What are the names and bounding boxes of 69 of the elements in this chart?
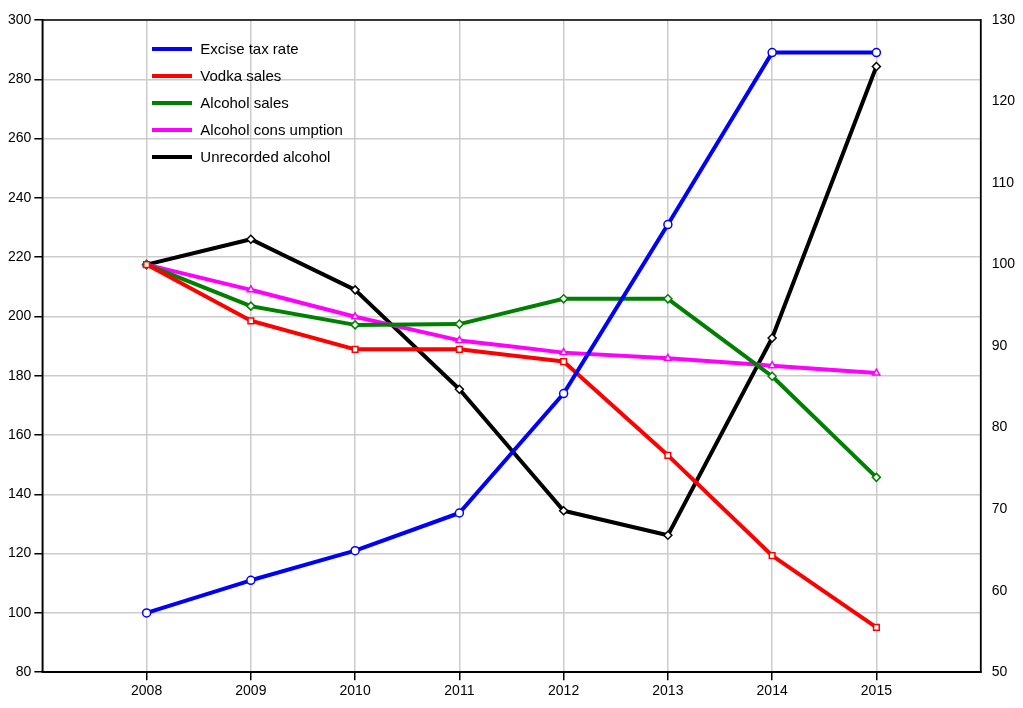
legend-label: Alcohol cons umption <box>200 121 343 138</box>
point <box>558 506 569 516</box>
legend-label: Excise tax rate <box>200 40 299 57</box>
y-tick-label: 180 <box>8 366 32 383</box>
point <box>871 61 882 72</box>
legend-label: Alcohol sales <box>200 94 289 111</box>
y2-tick-label: 130 <box>991 10 1016 27</box>
y2-tick-label: 60 <box>991 581 1008 598</box>
point <box>663 294 673 304</box>
point <box>350 285 360 295</box>
point <box>558 388 569 399</box>
y-tick-label: 160 <box>8 425 32 442</box>
point <box>663 530 673 540</box>
y-tick-label: 140 <box>8 485 32 502</box>
y-tick-label: 280 <box>8 70 32 87</box>
point <box>455 335 464 344</box>
y-tick-label: 200 <box>8 307 32 324</box>
point <box>663 353 673 362</box>
point <box>246 301 256 311</box>
x-tick-label: 2008 <box>131 682 163 699</box>
x-tick-label: 2010 <box>339 682 371 699</box>
x-tick-label: 2012 <box>548 682 580 699</box>
y-tick-label: 240 <box>8 188 32 205</box>
y2-tick-label: 80 <box>991 418 1008 435</box>
point <box>350 320 360 330</box>
x-tick-label: 2015 <box>860 682 893 699</box>
point <box>560 358 568 366</box>
point <box>558 294 569 304</box>
point <box>872 623 880 631</box>
point <box>246 234 256 245</box>
point <box>350 545 360 556</box>
x-tick-label: 2009 <box>235 682 267 699</box>
y2-tick-label: 120 <box>991 92 1016 109</box>
point <box>767 47 777 58</box>
point <box>246 575 256 586</box>
legend-label: Unrecorded alcohol <box>200 148 331 165</box>
legend-label: Vodka sales <box>200 67 282 84</box>
x-tick-label: 2013 <box>652 682 684 699</box>
y2-tick-label: 110 <box>991 173 1015 190</box>
point <box>871 472 882 483</box>
y2-tick-label: 50 <box>991 663 1008 680</box>
point <box>454 508 465 518</box>
point <box>351 345 359 353</box>
point <box>455 345 463 353</box>
y2-tick-label: 100 <box>991 255 1016 272</box>
point <box>141 608 152 618</box>
y2-tick-label: 70 <box>991 500 1008 517</box>
point <box>247 317 255 325</box>
y-tick-label: 80 <box>15 663 32 680</box>
point <box>767 333 777 343</box>
y-tick-label: 220 <box>8 248 32 265</box>
point <box>559 347 568 356</box>
y2-tick-label: 90 <box>991 336 1008 353</box>
y-tick-label: 260 <box>8 129 32 146</box>
point <box>767 360 777 369</box>
point <box>663 219 673 230</box>
point <box>454 384 465 395</box>
point <box>767 371 777 382</box>
x-tick-label: 2011 <box>444 682 475 699</box>
y-tick-label: 120 <box>8 544 32 561</box>
point <box>872 368 881 376</box>
y-tick-label: 300 <box>8 10 32 27</box>
point <box>664 451 672 459</box>
point <box>350 312 360 320</box>
point <box>871 47 882 58</box>
y-tick-label: 100 <box>8 603 32 620</box>
point <box>768 552 776 560</box>
point <box>246 285 256 293</box>
x-tick-label: 2014 <box>756 682 788 699</box>
